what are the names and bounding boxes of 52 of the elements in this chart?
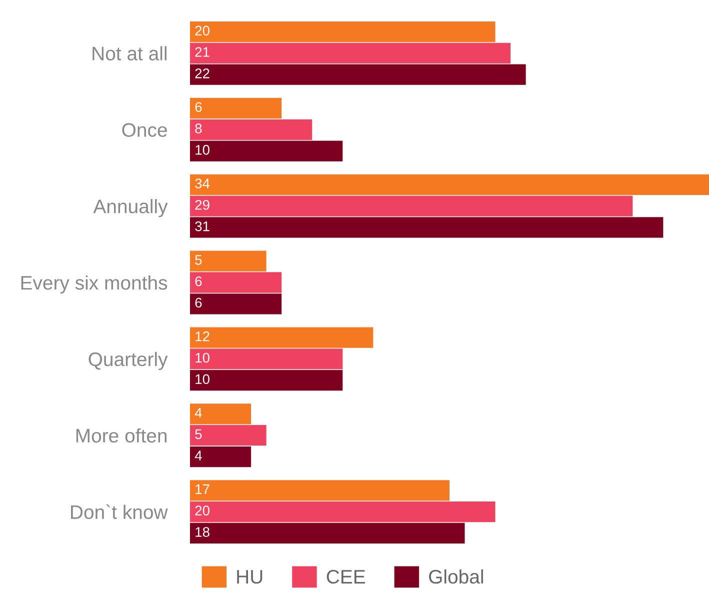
- data-label: 20: [195, 506, 210, 516]
- data-label: 31: [195, 221, 210, 232]
- y-tick-label: Every six months: [21, 275, 168, 294]
- bar: [190, 327, 374, 348]
- data-label: 34: [195, 178, 210, 188]
- bar: [190, 21, 496, 42]
- y-tick-label: Don`t know: [71, 504, 168, 520]
- legend-label: CEE: [326, 570, 366, 584]
- legend-label: Global: [429, 569, 483, 584]
- data-label: 5: [195, 429, 202, 440]
- bar: [190, 446, 252, 468]
- data-label: 20: [195, 26, 210, 36]
- data-label: 10: [196, 374, 210, 384]
- data-label: 12: [196, 331, 210, 342]
- y-tick-label: Annually: [93, 199, 168, 218]
- bar: [190, 404, 252, 424]
- bar: [190, 522, 465, 544]
- data-label: 6: [195, 276, 202, 286]
- data-label: 10: [196, 352, 210, 363]
- bar: [190, 119, 312, 140]
- data-label: 6: [195, 298, 202, 308]
- legend-label: HU: [237, 570, 262, 584]
- bar: [190, 174, 709, 195]
- data-label: 5: [195, 255, 202, 265]
- y-tick-label: More often: [76, 428, 167, 443]
- data-label: 8: [195, 124, 202, 134]
- data-label: 21: [195, 47, 210, 57]
- bar: [190, 98, 282, 119]
- y-tick-label: Not at all: [92, 46, 166, 60]
- data-label: 29: [195, 200, 210, 210]
- bar: [190, 348, 343, 370]
- bar: [190, 42, 511, 64]
- bar: [190, 480, 450, 501]
- bar: [190, 294, 282, 314]
- data-label: 6: [195, 102, 202, 112]
- y-tick-label: Quarterly: [88, 352, 168, 370]
- data-label: 18: [196, 527, 210, 537]
- data-label: 4: [194, 408, 202, 418]
- bar: [190, 217, 664, 238]
- data-label: 17: [196, 484, 210, 494]
- bar: [190, 140, 343, 162]
- bar: [190, 370, 343, 391]
- data-label: 10: [196, 144, 210, 155]
- data-label: 22: [195, 68, 210, 78]
- bar: [190, 250, 266, 272]
- y-tick-label: Once: [122, 123, 167, 137]
- bar: [190, 272, 282, 293]
- bar: [190, 425, 266, 446]
- bar: [190, 501, 496, 522]
- bar: [190, 196, 633, 216]
- data-label: 4: [194, 450, 202, 460]
- bar: [190, 64, 526, 85]
